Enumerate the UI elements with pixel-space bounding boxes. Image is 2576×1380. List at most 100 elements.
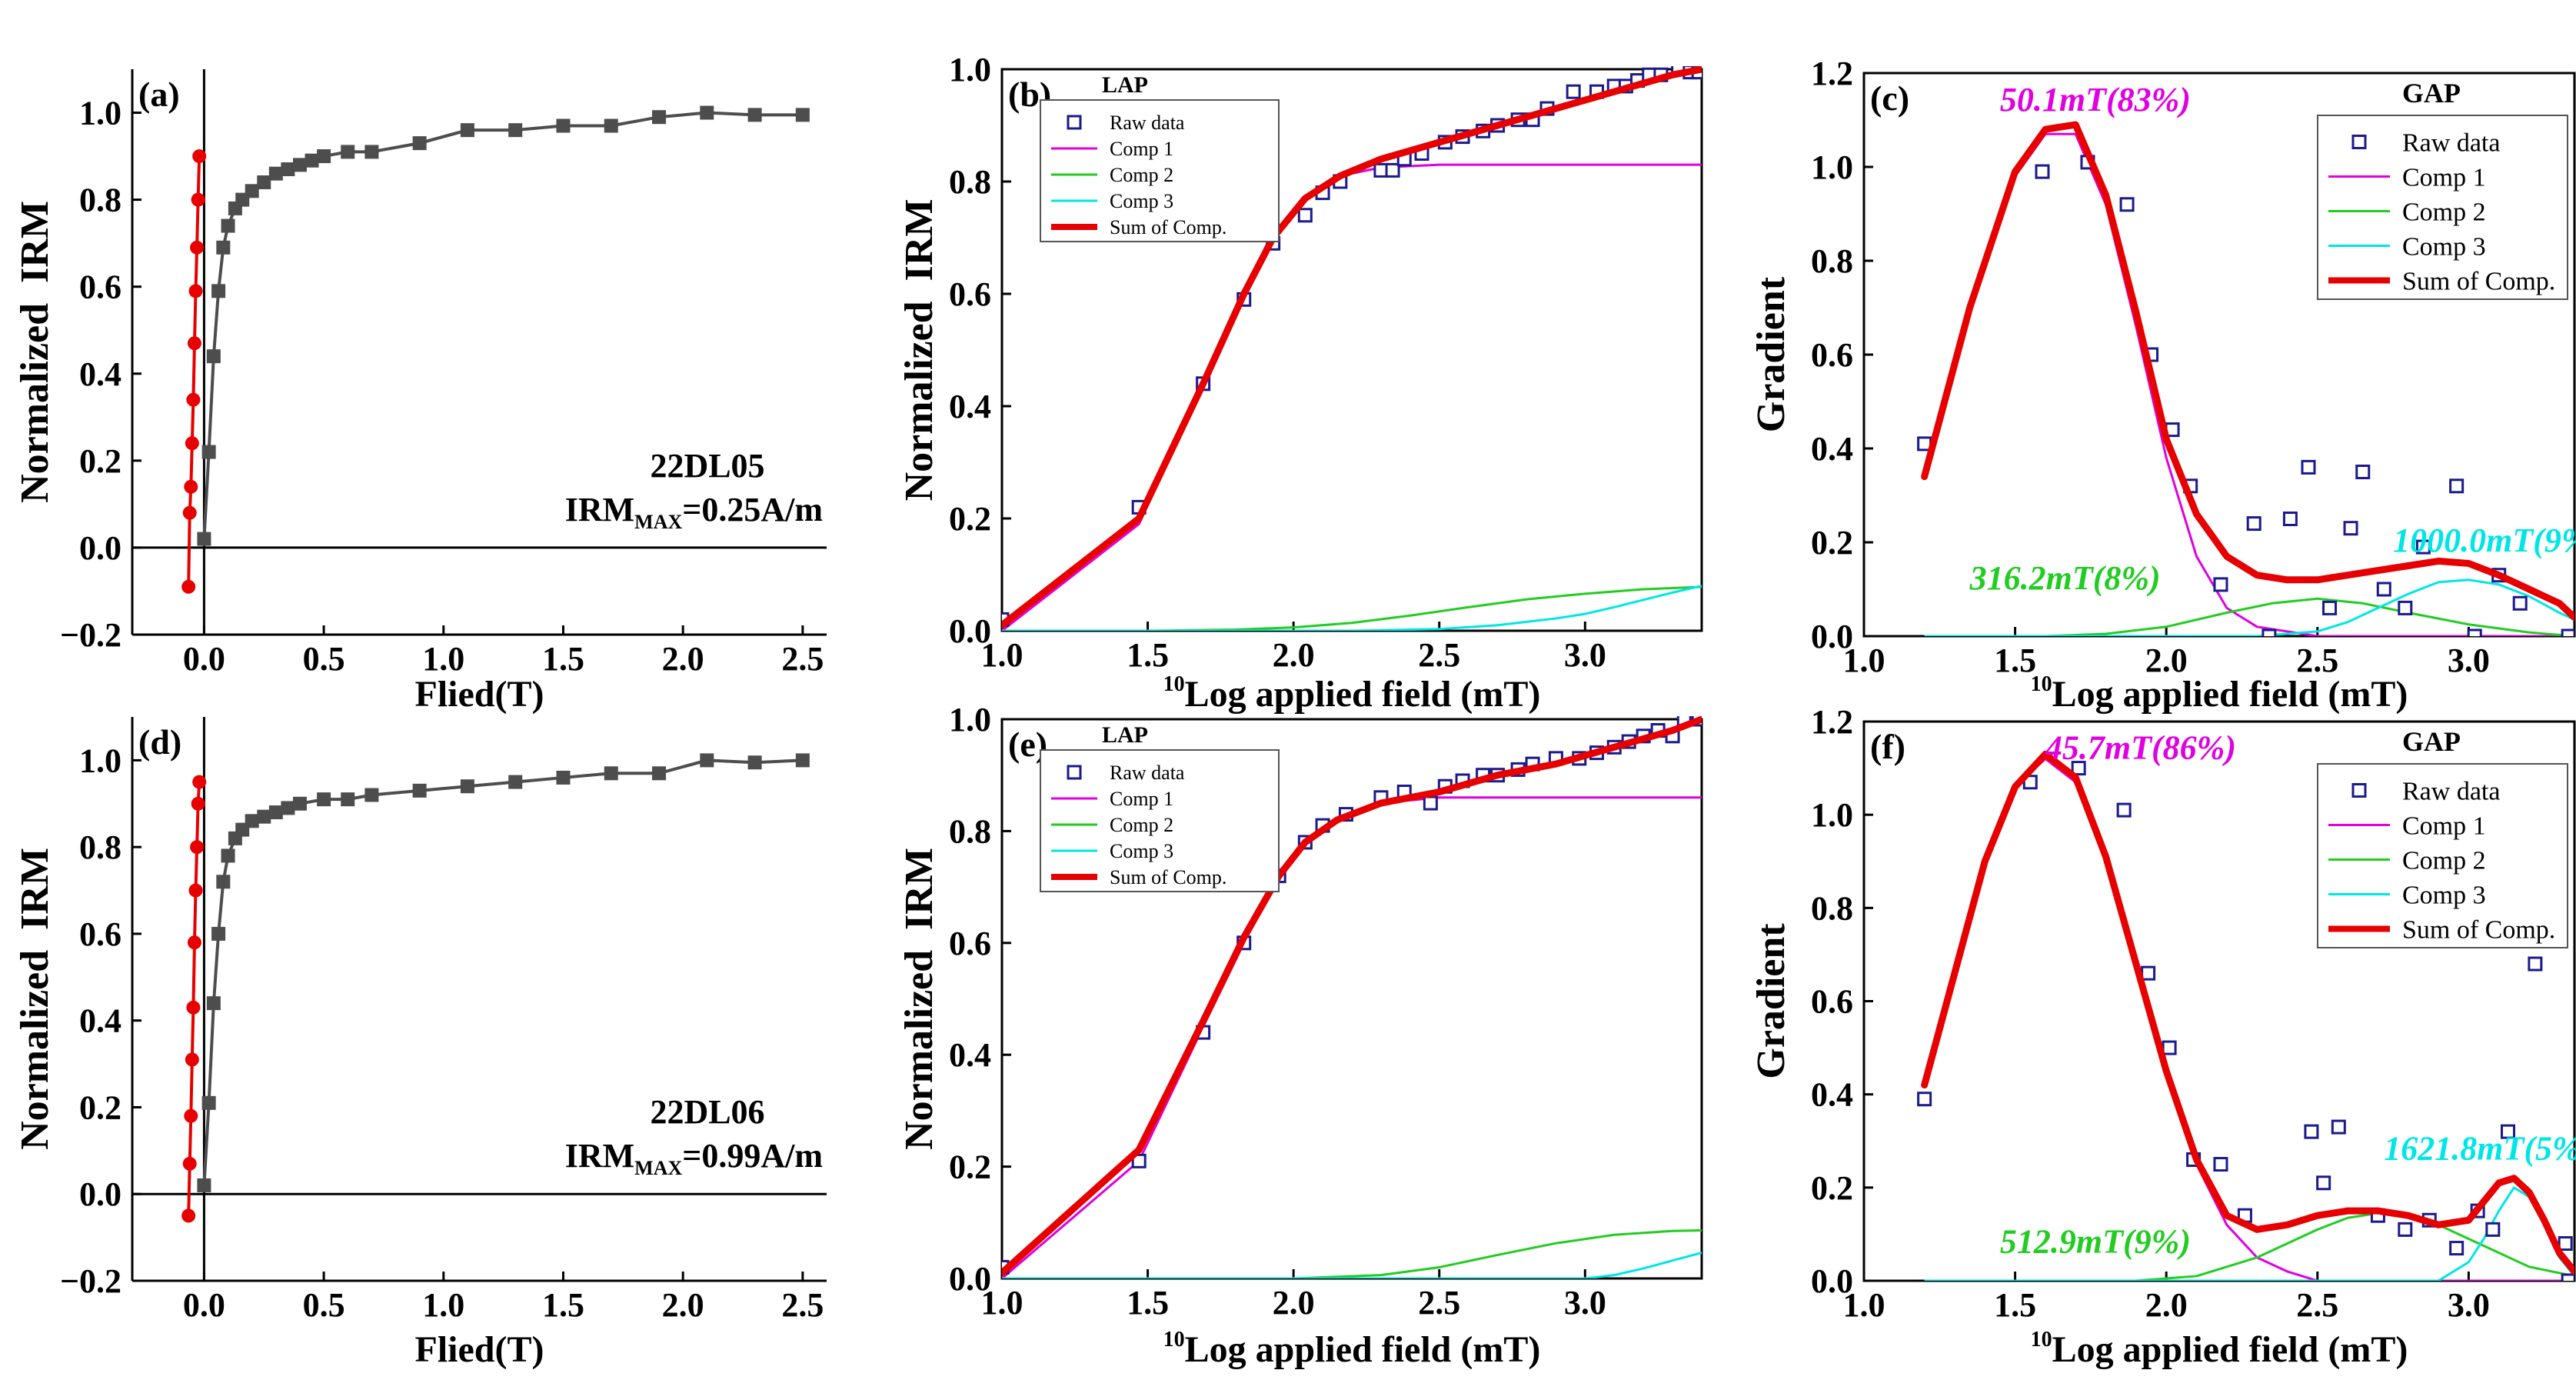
data-point-acquisition [206,996,221,1011]
x-axis-title-sup: 10 [2031,672,2052,696]
x-axis-title-main: Log applied field (mT) [1185,1329,1541,1370]
x-tick-label: 1.0 [1843,642,1885,679]
y-tick-label: 0.4 [79,355,121,393]
raw-data-point [2415,539,2431,555]
x-tick-label: 2.5 [2296,642,2338,679]
data-point-backfield [192,775,207,789]
data-point-backfield [182,1156,197,1171]
panel-d: 0.0 0.5 1.0 1.5 2.0 2.5 −0.2 0.0 0.2 0.4 0.6 0.8 1.0… [13,717,827,1370]
legend-label: Comp 2 [1110,164,1173,186]
series-line-backfield [187,156,201,587]
irm-sub: MAX [634,1157,682,1179]
y-tick-label: 1.0 [1811,796,1853,834]
data-point-acquisition [747,755,762,770]
irm-main: IRM [565,491,634,528]
raw-data-point [2376,582,2391,597]
panel-e: 1.0 1.5 2.0 2.5 3.0 0.0 0.2 0.4 0.6 0.8 1.0 Normali… [897,701,1703,1370]
data-point-acquisition [795,753,810,768]
panel-f: 1.0 1.5 2.0 2.5 3.0 0.0 0.2 0.4 0.6 0.8 1.0 1.2 Grad… [1749,703,2576,1370]
data-point-backfield [184,479,198,494]
peak-annotation: 50.1mT(83%) [2000,81,2191,118]
data-point-acquisition [412,783,427,798]
legend-label: Comp 3 [1110,840,1173,862]
legend-label: Comp 2 [2402,198,2486,226]
raw-data-point [2331,1119,2346,1135]
raw-data-point [1566,84,1581,99]
raw-data-point [2449,478,2465,494]
raw-data-point [1131,1153,1147,1168]
x-tick-label: 1.5 [1994,1286,2036,1324]
raw-data-point [2398,600,2413,615]
legend-key-raw [2351,135,2367,149]
y-axis-title: Normalized IRM [897,199,941,502]
data-point-acquisition [257,175,271,189]
data-point-acquisition [292,158,307,172]
x-axis-title: 10Log applied field (mT) [2031,1328,2408,1370]
raw-data-point [2512,595,2528,611]
y-tick-label: −0.2 [60,1262,121,1300]
y-tick-label: 0.6 [1811,336,1853,374]
legend-label: Sum of Comp. [2402,267,2555,295]
data-point-backfield [184,1108,198,1123]
raw-data-point [2322,600,2338,615]
x-tick-label: 1.0 [981,636,1023,674]
data-point-acquisition [201,1095,216,1110]
data-point-acquisition [206,349,221,364]
legend-label: Raw data [1110,112,1185,134]
curve-comp-2 [1002,585,1702,631]
raw-data-point [2116,802,2132,818]
x-tick-label: 1.0 [422,640,464,678]
x-axis-title: 10Log applied field (mT) [1163,672,1541,715]
raw-data-point [2035,164,2050,179]
x-tick-label: 2.5 [1418,1284,1460,1322]
panel-label: (c) [1870,78,1909,118]
y-tick-label: 0.2 [79,442,121,480]
raw-data-point [2449,1241,2465,1256]
x-tick-label: 1.5 [1127,1284,1169,1322]
y-tick-label: 0.8 [1811,242,1853,280]
legend-label: Sum of Comp. [1110,216,1226,238]
raw-data-point [2282,512,2298,526]
y-tick-label: 0.0 [1811,618,1853,655]
data-point-acquisition [281,801,295,815]
panel-label: (f) [1870,727,1905,766]
peak-annotation: 1621.8mT(5%) [2384,1129,2576,1167]
legend-label: Sum of Comp. [1110,866,1226,888]
data-point-acquisition [508,775,523,789]
x-tick-label: 1.5 [1994,642,2036,679]
data-point-acquisition [257,809,271,824]
y-tick-label: 0.0 [949,1260,991,1298]
data-point-acquisition [700,105,714,120]
x-axis-title: Flied(T) [415,1329,544,1370]
curve-sum-of-comp [1002,66,1702,629]
data-point-acquisition [197,1178,211,1192]
curve-sum-of-comp [1921,121,2574,622]
curve-comp-2 [1924,597,2574,636]
x-tick-label: 2.0 [662,1286,704,1324]
y-tick-label: 0.2 [1811,524,1853,562]
data-point-acquisition [652,110,667,125]
data-point-acquisition [268,805,283,820]
data-point-backfield [190,840,205,855]
x-tick-label: 2.0 [1273,1284,1315,1322]
data-point-acquisition [211,926,226,941]
raw-data-point [1373,162,1389,178]
raw-data-point [2485,1222,2501,1237]
data-point-backfield [190,240,205,255]
sample-name: 22DL06 [650,1093,764,1131]
plot-area [1002,716,1702,1278]
raw-data-point [1423,795,1438,811]
x-tick-label: 2.5 [1418,636,1460,674]
data-point-backfield [186,392,201,407]
raw-data-point [2162,1040,2177,1055]
legend-key-raw [1067,115,1082,130]
data-point-acquisition [364,788,379,802]
data-point-acquisition [245,814,259,828]
x-tick-label: 2.0 [2145,1286,2188,1324]
y-tick-label: 0.6 [79,268,121,306]
raw-data-point [2301,459,2316,475]
peak-annotation: 316.2mT(8%) [1969,559,2161,597]
raw-data-point [2119,197,2135,212]
y-tick-label: 0.2 [949,1148,991,1186]
